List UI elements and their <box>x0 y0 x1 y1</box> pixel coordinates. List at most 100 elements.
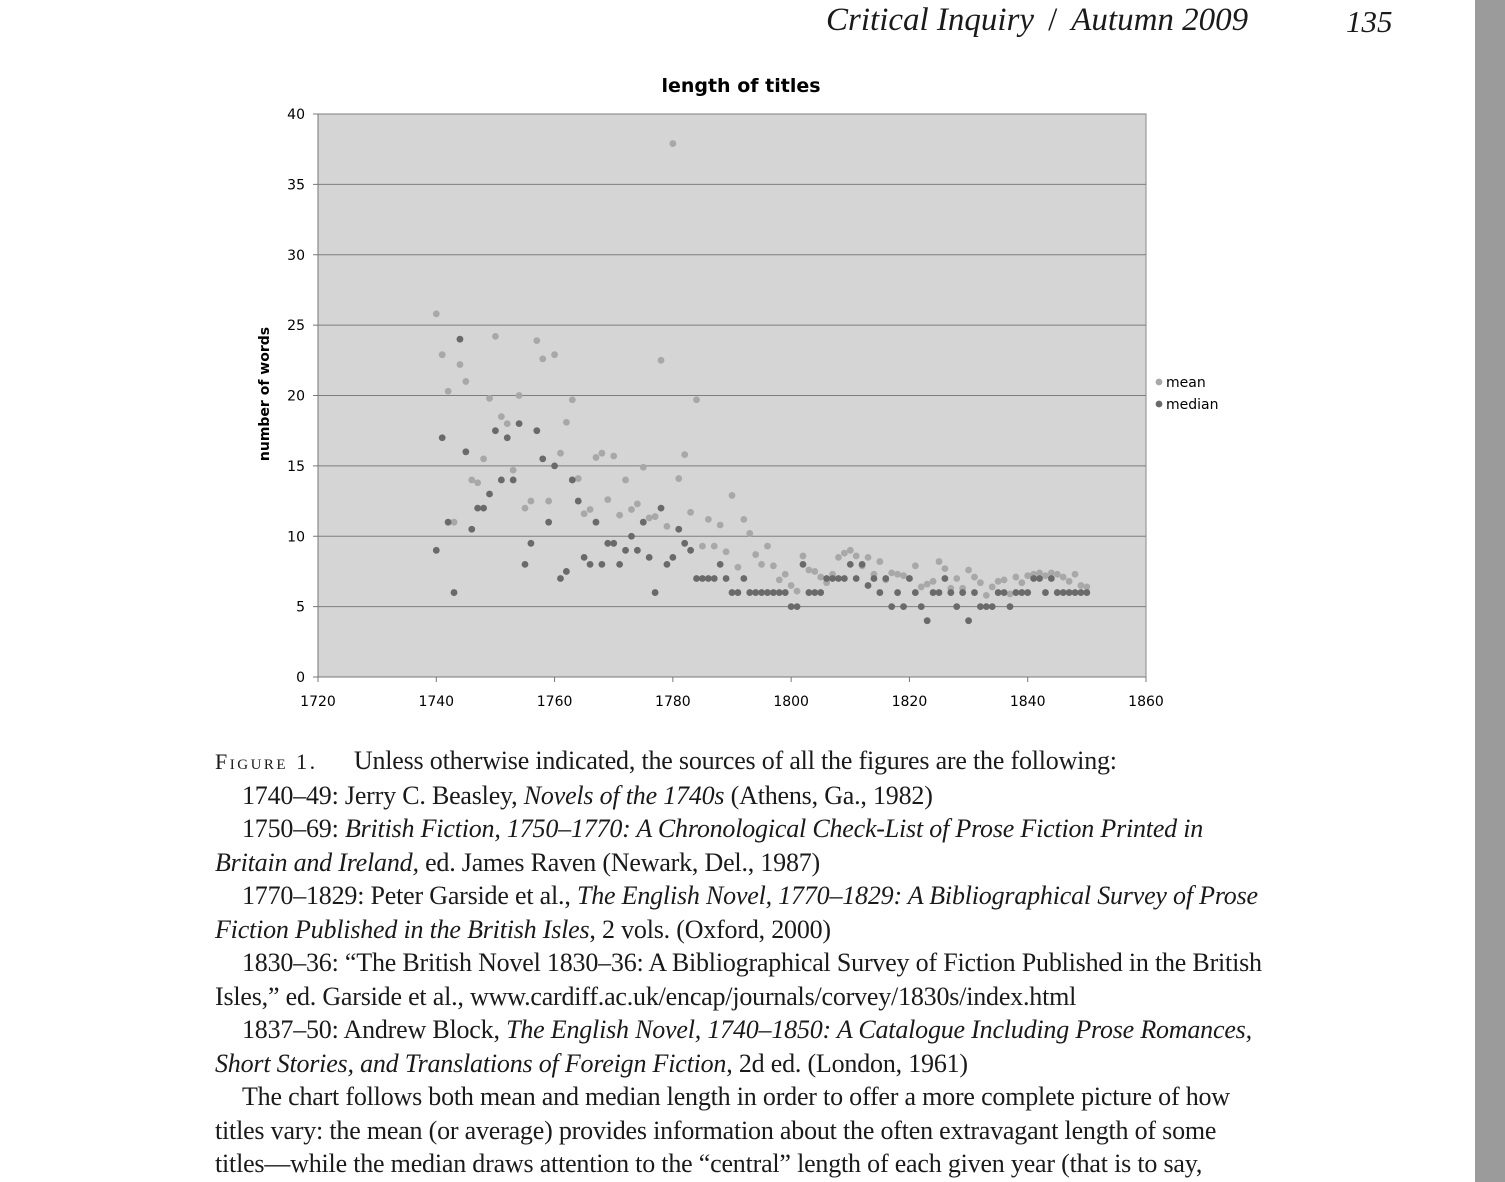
source-title: The English Novel, 1740–1850: A Catalogu… <box>215 1015 1252 1078</box>
mean-point <box>693 396 700 404</box>
journal-name: Critical Inquiry <box>826 2 1035 38</box>
mean-point <box>722 548 730 556</box>
mean-point <box>1077 582 1085 589</box>
mean-point <box>846 546 854 554</box>
median-point <box>480 504 487 512</box>
median-point <box>829 575 836 582</box>
mean-point <box>811 568 819 575</box>
median-point <box>468 525 476 533</box>
mean-point <box>971 573 978 581</box>
median-point <box>770 589 777 596</box>
x-tick-label: 1780 <box>655 694 691 710</box>
mean-point <box>521 504 529 512</box>
median-point <box>438 434 446 442</box>
page-number: 135 <box>1346 4 1393 39</box>
mean-point <box>817 573 825 581</box>
mean-point <box>876 558 884 565</box>
source-years: 1740–49: Jerry C. Beasley, <box>242 780 518 810</box>
mean-point <box>911 562 919 570</box>
median-point <box>693 575 700 582</box>
mean-point <box>1042 572 1049 580</box>
mean-point <box>580 510 588 518</box>
mean-point <box>633 500 641 508</box>
mean-point <box>468 476 476 484</box>
median-point <box>539 455 547 463</box>
median-point <box>758 589 765 596</box>
x-tick-label: 1820 <box>892 694 928 710</box>
median-point <box>906 575 913 582</box>
median-point <box>953 603 961 611</box>
mean-point <box>988 583 996 591</box>
mean-point <box>1012 573 1020 581</box>
median-point <box>598 561 606 568</box>
median-point <box>681 539 689 547</box>
median-point <box>557 575 564 582</box>
mean-point <box>557 449 564 457</box>
mean-point <box>900 572 907 580</box>
median-point <box>1047 575 1055 582</box>
source-years: 1750–69: <box>242 814 339 843</box>
mean-point <box>710 542 718 550</box>
median-point <box>432 546 440 554</box>
running-head-separator: / <box>1048 2 1058 38</box>
median-point <box>752 589 760 596</box>
mean-point <box>438 351 446 359</box>
chart-title: length of titles <box>661 75 820 97</box>
median-point <box>568 476 576 484</box>
mean-point <box>622 476 629 484</box>
mean-point <box>515 392 523 399</box>
median-point <box>740 575 748 582</box>
mean-point <box>835 553 842 561</box>
median-point <box>574 497 582 505</box>
mean-point <box>977 579 984 587</box>
mean-point <box>663 522 671 530</box>
mean-point <box>474 479 482 487</box>
median-point <box>846 561 854 568</box>
source-title: The English Novel, 1770–1829: A Bibliogr… <box>215 881 1258 944</box>
median-point <box>787 603 795 611</box>
scrollbar[interactable] <box>1475 0 1505 1182</box>
median-point <box>687 546 694 554</box>
median-series <box>432 335 1091 625</box>
mean-point <box>935 558 943 565</box>
source-title: British Fiction, 1750–1770: A Chronologi… <box>215 814 1204 877</box>
median-point <box>503 434 511 442</box>
source-years: 1837–50: Andrew Block, <box>242 1015 500 1044</box>
running-head: Critical Inquiry / Autumn 2009 <box>826 2 1266 39</box>
mean-point <box>781 570 789 578</box>
mean-point <box>681 451 689 459</box>
median-point <box>817 589 825 596</box>
median-point <box>1024 589 1032 596</box>
median-point <box>852 575 860 582</box>
mean-point <box>740 515 748 523</box>
median-point <box>882 575 890 582</box>
mean-point <box>551 351 558 359</box>
mean-point <box>492 332 499 340</box>
mean-point <box>497 413 505 421</box>
median-point <box>1006 603 1014 611</box>
median-point <box>923 617 931 625</box>
mean-point <box>598 449 606 457</box>
median-point <box>515 420 523 428</box>
mean-point <box>775 576 783 584</box>
median-point <box>521 561 529 568</box>
source-details: (Athens, Ga., 1982) <box>730 780 933 810</box>
mean-point <box>480 455 487 463</box>
legend-median-marker <box>1155 400 1163 408</box>
mean-point <box>539 355 547 363</box>
mean-point <box>503 420 511 428</box>
median-point <box>982 603 990 611</box>
median-point <box>888 603 896 611</box>
y-tick-label: 15 <box>287 459 305 475</box>
mean-point <box>586 506 594 513</box>
median-point <box>527 539 535 547</box>
median-point <box>663 561 671 568</box>
mean-point <box>941 565 949 573</box>
mean-point <box>799 552 807 560</box>
median-point <box>710 575 718 582</box>
mean-point <box>752 551 760 558</box>
mean-point <box>1083 583 1091 591</box>
mean-point <box>746 530 754 537</box>
median-point <box>917 603 925 611</box>
median-point <box>563 568 570 575</box>
